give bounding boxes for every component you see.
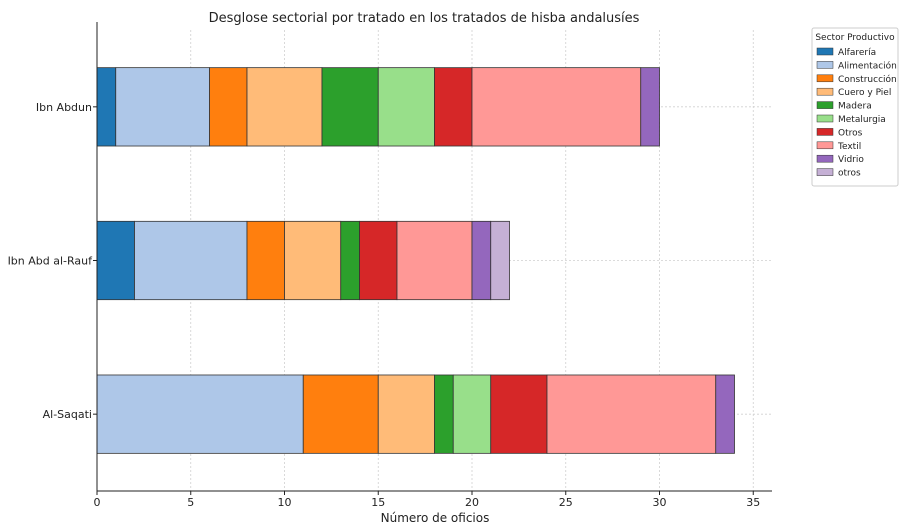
legend-entry: Alfarería — [838, 48, 876, 58]
legend-swatch — [816, 154, 834, 163]
x-tick-label: 20 — [465, 496, 479, 509]
bar-segment — [471, 220, 492, 301]
x-axis-label: Número de oficios — [381, 511, 490, 524]
bar-segment — [490, 220, 510, 301]
x-tick-label: 15 — [371, 496, 385, 509]
legend-entry: Textil — [837, 142, 861, 152]
legend-items: Alfarería Alimentación Construcción Cuero y… — [816, 47, 897, 179]
legend-entry: Madera — [838, 102, 872, 112]
legend-swatch — [816, 114, 834, 123]
x-tick-label: 25 — [559, 496, 573, 509]
legend-swatch — [816, 168, 834, 176]
bar-segment — [96, 67, 117, 147]
legend-entry: Metalurgia — [838, 115, 886, 125]
legend-swatch — [816, 61, 834, 69]
legend-entry: Vidrio — [838, 155, 864, 165]
legend-box — [811, 27, 899, 187]
y-tick-label: Ibn Abd al-Rauf — [8, 255, 94, 268]
legend-entry: Construcción — [838, 74, 897, 85]
bar-segment — [340, 220, 360, 301]
legend-swatch — [816, 47, 834, 56]
bar-segment — [96, 220, 135, 301]
bar-segment — [377, 67, 435, 147]
bar-segment — [377, 374, 435, 454]
bar-segment — [434, 67, 473, 147]
legend-swatch — [816, 101, 834, 109]
bar-segment — [134, 220, 248, 301]
legend-swatch — [816, 74, 834, 83]
bar-segment — [434, 374, 454, 454]
legend-entry: otros — [838, 169, 861, 179]
y-tick-label: Ibn Abdun — [36, 101, 92, 114]
legend-entry: Cuero y Piel — [838, 88, 891, 98]
bar-segment — [246, 220, 285, 301]
legend-swatch — [816, 87, 834, 96]
legend-swatch — [816, 128, 834, 136]
legend-entry: Alimentación — [838, 60, 897, 71]
x-tick-label: 30 — [653, 496, 667, 509]
bar-segment — [546, 374, 717, 454]
bars — [96, 67, 735, 454]
bar-segment — [96, 374, 304, 454]
bar-segment — [490, 374, 548, 454]
y-tick-label: Al-Saqati — [43, 408, 92, 421]
bar-segment — [396, 220, 473, 301]
x-tick-label: 0 — [94, 496, 101, 509]
bar-segment — [471, 67, 642, 147]
y-tick-labels: Ibn Abdun Ibn Abd al-Rauf Al-Saqati — [8, 101, 97, 421]
bar-segment — [359, 220, 398, 301]
bar-segment — [246, 67, 323, 147]
x-tick-label: 35 — [746, 496, 760, 509]
bar-segment — [209, 67, 248, 147]
bar-segment — [284, 220, 342, 301]
bar-segment — [302, 374, 379, 454]
bar-segment — [321, 67, 379, 147]
bar-segment — [452, 374, 492, 454]
legend-swatch — [816, 141, 834, 150]
x-tick-labels: 0 5 10 15 20 25 30 35 — [94, 491, 760, 509]
legend-entry: Otros — [838, 128, 863, 138]
legend: Sector Productivo Alfarería Alimentación C… — [811, 27, 899, 187]
bar-segment — [715, 374, 735, 454]
bar-segment — [115, 67, 210, 147]
x-tick-label: 10 — [278, 496, 292, 509]
chart-title: Desglose sectorial por tratado en los tr… — [209, 11, 640, 26]
bar-segment — [640, 67, 660, 147]
legend-title: Sector Productivo — [815, 33, 895, 43]
x-tick-label: 5 — [187, 496, 194, 509]
